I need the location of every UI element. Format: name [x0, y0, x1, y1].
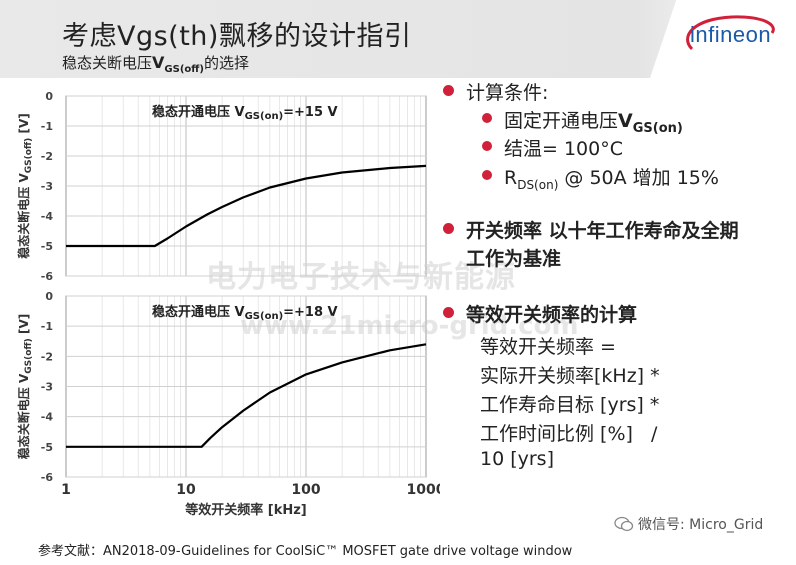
chart-panel-15v: 0 -1 -2 -3 -4 -5 -6 稳态关断电压 VGS(off) [V] 稳态开通电压 V…: [16, 90, 427, 283]
chart-title-sub: GS(on): [245, 311, 284, 322]
equiv-frequency-title: 等效开关频率的计算: [466, 304, 638, 326]
subtitle-prefix: 稳态关断电压: [62, 54, 153, 72]
y-tick-label: -3: [41, 180, 53, 193]
chart-title-suffix: =+15 V: [283, 105, 337, 120]
fixed-on-voltage-text: 固定开通电压VGS(on): [504, 106, 683, 136]
y-axis-label-unit: [V]: [17, 113, 31, 137]
fixed-on-voltage-prefix: 固定开通电压: [504, 110, 619, 132]
y-tick-label: -5: [41, 240, 53, 253]
bullet-dot-icon: [443, 307, 454, 318]
page-subtitle: 稳态关断电压VGS(off)的选择: [62, 52, 249, 75]
series-line: [66, 164, 427, 248]
wechat-icon: [614, 516, 634, 532]
y-tick-label: -1: [41, 320, 53, 333]
watermark-text: 电力电子技术与新能源: [206, 260, 516, 295]
header-corner: [650, 0, 796, 78]
chart-title-v: V: [235, 305, 245, 320]
y-axis-label: 稳态关断电压 VGS(off) [V]: [16, 314, 34, 459]
chart-title-suffix: =+18 V: [283, 305, 337, 320]
y-axis-label-prefix: 稳态关断电压 V: [16, 373, 31, 459]
y-tick-label: -1: [41, 120, 53, 133]
logo-text: infineon: [690, 22, 772, 47]
chart-title-v: V: [235, 105, 245, 120]
y-tick-label: 0: [45, 290, 53, 303]
equiv-line-3: 工作时间比例 [%] /: [480, 423, 658, 445]
series-line: [66, 343, 427, 448]
x-tick-label: 100: [291, 482, 320, 498]
y-axis-label-prefix: 稳态关断电压 V: [16, 173, 31, 259]
x-tick-label: 1: [61, 482, 71, 498]
y-tick-label: -4: [41, 411, 54, 424]
chart-panel-18v: 0 -1 -2 -3 -4 -5 -6 稳态关断电压 VGS(off) [V] 稳态开通电压 V…: [16, 290, 440, 518]
bullet-dot-icon: [443, 85, 454, 96]
fixed-on-voltage-v: V: [618, 110, 633, 132]
y-axis-label: 稳态关断电压 VGS(off) [V]: [16, 113, 34, 258]
bullet-dot-icon: [443, 223, 454, 234]
y-tick-label: -2: [41, 350, 53, 363]
chart-title-sub: GS(on): [245, 111, 284, 122]
chart-title: 稳态开通电压 VGS(on)=+18 V: [152, 304, 338, 322]
calc-conditions-text: 计算条件:: [466, 82, 549, 104]
bullet-dot-icon: [482, 170, 492, 180]
bullet-dot-icon: [482, 141, 492, 151]
footer-reference: 参考文献：AN2018-09-Guidelines for CoolSiC™ M…: [38, 544, 573, 559]
subtitle-suffix: 的选择: [203, 54, 249, 72]
wechat-text: 微信号: Micro_Grid: [638, 517, 764, 533]
y-tick-label: -4: [41, 210, 54, 223]
x-tick-label: 10: [176, 482, 196, 498]
equiv-line-1: 实际开关频率[kHz] *: [480, 365, 660, 387]
equiv-line-0: 等效开关频率 =: [480, 336, 616, 358]
y-tick-label: -3: [41, 381, 53, 394]
rds-sub: DS(on): [517, 177, 559, 192]
equiv-line-4: 10 [yrs]: [480, 448, 554, 470]
watermark-url: www.21micro-grid.com: [240, 311, 579, 341]
chart-title: 稳态开通电压 VGS(on)=+15 V: [152, 104, 338, 122]
subtitle-v: V: [152, 53, 165, 72]
rds-prefix: R: [504, 167, 518, 189]
y-axis-label-sub: GS(off): [24, 338, 34, 374]
rds-on-text: RDS(on) @ 50A 增加 15%: [504, 163, 719, 192]
chart-title-prefix: 稳态开通电压: [152, 304, 235, 320]
wechat-id: 微信号: Micro_Grid: [614, 514, 763, 534]
y-axis-label-sub: GS(off): [24, 138, 34, 174]
subtitle-sub: GS(off): [164, 64, 204, 75]
page-title: 考虑Vgs(th)飘移的设计指引: [62, 21, 412, 52]
junction-temp-text: 结温= 100°C: [504, 138, 623, 160]
bullet-dot-icon: [482, 113, 492, 123]
fixed-on-voltage-sub: GS(on): [632, 120, 683, 136]
x-axis-label: 等效开关频率 [kHz]: [184, 502, 307, 518]
y-tick-label: -5: [41, 441, 53, 454]
infineon-logo-icon: [686, 15, 775, 51]
chart-title-prefix: 稳态开通电压: [152, 104, 235, 120]
y-tick-label: -2: [41, 150, 53, 163]
y-tick-label: -6: [41, 471, 54, 484]
switching-frequency-line1: 开关频率 以十年工作寿命及全期: [466, 220, 739, 242]
equiv-line-2: 工作寿命目标 [yrs] *: [480, 394, 660, 416]
y-tick-label: 0: [45, 90, 53, 103]
y-tick-label: -6: [41, 270, 54, 283]
rds-suffix: @ 50A 增加 15%: [558, 167, 719, 189]
x-tick-label: 1000: [407, 482, 440, 498]
switching-frequency-line2: 工作为基准: [466, 248, 562, 270]
y-axis-label-unit: [V]: [17, 314, 31, 338]
